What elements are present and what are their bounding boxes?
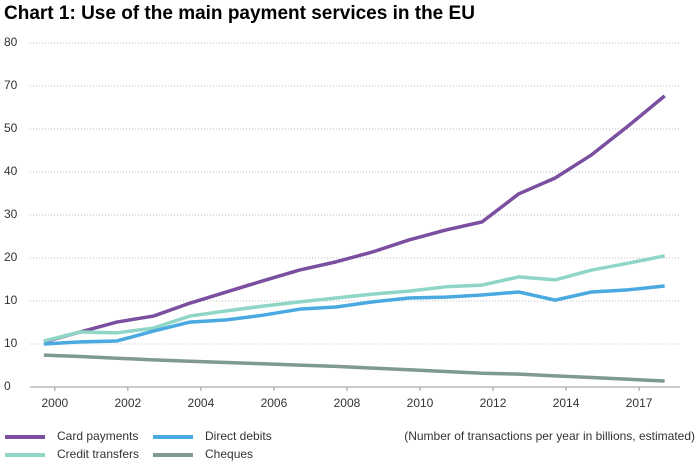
chart-title: Chart 1: Use of the main payment service…: [4, 3, 475, 24]
x-tick-label: 2014: [553, 396, 580, 410]
x-tick-label: 2008: [334, 396, 361, 410]
y-tick-label: 70: [4, 78, 18, 92]
y-tick-label: 10: [4, 336, 18, 350]
y-tick-label: 50: [4, 121, 18, 135]
note: (Number of transactions per year in bill…: [404, 429, 695, 443]
series-line: [43, 254, 666, 343]
x-tick-label: 2012: [480, 396, 507, 410]
legend-label: Card payments: [57, 429, 138, 443]
series-line: [43, 353, 665, 383]
y-tick-label: 10: [4, 293, 18, 307]
y-tick-label: 0: [4, 379, 11, 393]
x-tick-label: 2000: [41, 396, 68, 410]
x-tick-label: 2006: [261, 396, 288, 410]
y-tick-label: 40: [4, 164, 18, 178]
x-tick-label: 2017: [626, 396, 653, 410]
y-tick-label: 20: [4, 250, 18, 264]
x-tick-label: 2004: [188, 396, 215, 410]
legend-label: Credit transfers: [57, 447, 139, 461]
legend-label: Cheques: [205, 447, 253, 461]
x-tick-label: 2002: [115, 396, 142, 410]
legend-label: Direct debits: [205, 429, 272, 443]
x-tick-label: 2010: [407, 396, 434, 410]
series-line: [43, 284, 665, 346]
y-tick-label: 80: [4, 35, 18, 49]
series-line: [43, 94, 666, 344]
y-tick-label: 30: [4, 207, 18, 221]
